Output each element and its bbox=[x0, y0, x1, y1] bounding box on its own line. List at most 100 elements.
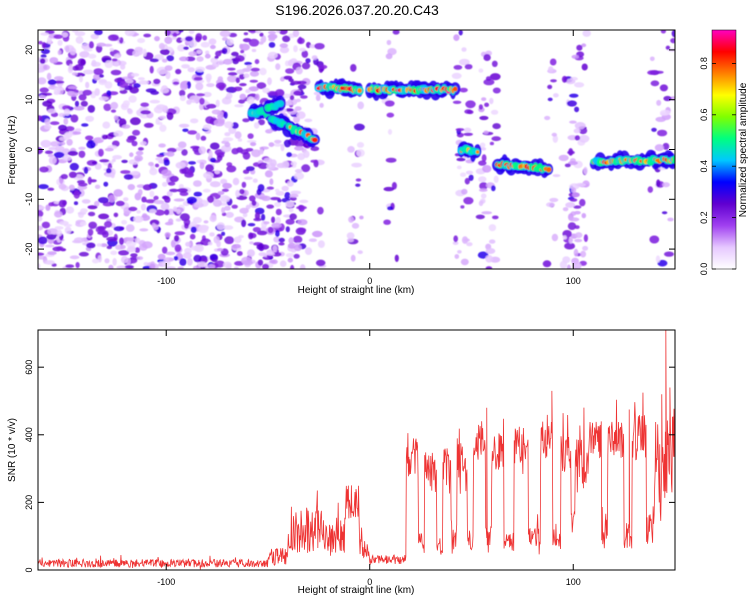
noise-blob bbox=[153, 200, 165, 205]
noise-blob bbox=[297, 219, 308, 226]
noise-blob bbox=[50, 141, 60, 147]
noise-blob bbox=[285, 253, 295, 258]
noise-blob bbox=[121, 124, 131, 129]
noise-blob bbox=[236, 195, 248, 201]
noise-blob bbox=[179, 56, 189, 62]
noise-blob bbox=[456, 165, 462, 170]
noise-blob bbox=[162, 181, 168, 187]
noise-blob bbox=[221, 97, 232, 105]
noise-blob bbox=[98, 148, 104, 157]
noise-blob bbox=[250, 142, 257, 147]
noise-blob bbox=[179, 95, 186, 102]
noise-blob bbox=[574, 225, 580, 230]
colorbar-tick-label: 0.4 bbox=[699, 160, 709, 173]
noise-blob bbox=[291, 249, 297, 253]
noise-blob bbox=[552, 174, 561, 178]
noise-blob bbox=[138, 80, 150, 85]
noise-blob bbox=[386, 39, 392, 46]
noise-blob bbox=[48, 156, 57, 165]
noise-blob bbox=[351, 222, 360, 229]
noise-blob bbox=[106, 245, 113, 250]
noise-blob bbox=[246, 64, 253, 69]
noise-blob bbox=[290, 161, 297, 166]
noise-blob bbox=[461, 47, 467, 52]
noise-blob bbox=[165, 71, 171, 80]
spectrogram-ytick-label: 20 bbox=[24, 45, 34, 55]
noise-blob bbox=[578, 134, 590, 143]
noise-blob bbox=[194, 244, 204, 253]
noise-blob bbox=[241, 219, 247, 228]
noise-blob bbox=[296, 205, 307, 210]
noise-blob bbox=[249, 241, 254, 245]
noise-blob bbox=[263, 221, 270, 225]
noise-blob bbox=[553, 93, 559, 98]
noise-blob bbox=[547, 84, 553, 90]
noise-blob bbox=[130, 170, 140, 176]
noise-blob bbox=[271, 216, 276, 224]
noise-blob bbox=[232, 244, 241, 249]
noise-blob bbox=[44, 150, 54, 155]
snr-marks bbox=[38, 330, 675, 570]
noise-blob bbox=[158, 115, 167, 120]
noise-blob bbox=[88, 41, 94, 49]
noise-blob bbox=[346, 238, 354, 243]
noise-blob bbox=[180, 82, 188, 91]
noise-blob bbox=[266, 186, 274, 190]
noise-blob bbox=[185, 241, 191, 247]
noise-blob bbox=[38, 77, 47, 85]
noise-blob bbox=[261, 213, 266, 221]
noise-blob bbox=[79, 221, 87, 226]
noise-blob bbox=[231, 122, 239, 129]
noise-blob bbox=[193, 180, 202, 187]
noise-blob bbox=[217, 59, 224, 66]
noise-blob bbox=[481, 97, 487, 101]
noise-blob bbox=[149, 65, 154, 74]
snr-ytick-label: 600 bbox=[24, 360, 34, 375]
noise-blob bbox=[127, 108, 133, 115]
noise-blob bbox=[165, 251, 176, 256]
noise-blob bbox=[665, 45, 671, 50]
noise-blob bbox=[142, 184, 153, 191]
noise-blob bbox=[299, 264, 306, 269]
noise-blob bbox=[111, 58, 118, 62]
noise-blob bbox=[289, 213, 297, 220]
noise-blob bbox=[351, 162, 362, 168]
noise-blob bbox=[188, 51, 197, 57]
noise-blob bbox=[266, 252, 275, 256]
noise-blob bbox=[392, 30, 400, 35]
noise-blob bbox=[190, 226, 197, 233]
colorbar-tick-label: 0.0 bbox=[699, 263, 709, 276]
noise-blob bbox=[142, 48, 147, 57]
noise-blob bbox=[274, 202, 281, 207]
noise-blob bbox=[113, 115, 119, 121]
noise-blob bbox=[209, 181, 221, 188]
noise-blob bbox=[315, 94, 321, 102]
noise-blob bbox=[182, 252, 192, 259]
spectrogram-ytick-label: 0 bbox=[24, 147, 34, 152]
noise-blob bbox=[452, 100, 462, 105]
noise-blob bbox=[160, 87, 170, 94]
noise-blob bbox=[285, 68, 295, 74]
noise-blob bbox=[254, 59, 260, 65]
noise-blob bbox=[73, 105, 85, 111]
noise-blob bbox=[185, 36, 193, 42]
noise-blob bbox=[111, 158, 116, 163]
noise-blob bbox=[124, 30, 135, 37]
noise-blob bbox=[261, 195, 271, 201]
noise-blob bbox=[256, 230, 268, 236]
noise-blob bbox=[47, 187, 55, 191]
noise-blob bbox=[139, 141, 147, 146]
noise-blob bbox=[46, 234, 57, 240]
noise-blob bbox=[80, 59, 86, 66]
noise-blob bbox=[266, 91, 278, 96]
noise-blob bbox=[38, 263, 41, 269]
noise-blob bbox=[574, 135, 581, 141]
noise-blob bbox=[651, 127, 657, 132]
snr-panel: -100 0 100 0 200 400 600 Height of straight li… bbox=[7, 329, 676, 596]
noise-blob bbox=[245, 166, 255, 172]
noise-blob bbox=[103, 181, 109, 187]
snr-axes: -100 0 100 0 200 400 600 bbox=[24, 330, 675, 587]
noise-blob bbox=[41, 42, 47, 49]
noise-blob bbox=[452, 241, 459, 246]
noise-blob bbox=[239, 189, 245, 195]
